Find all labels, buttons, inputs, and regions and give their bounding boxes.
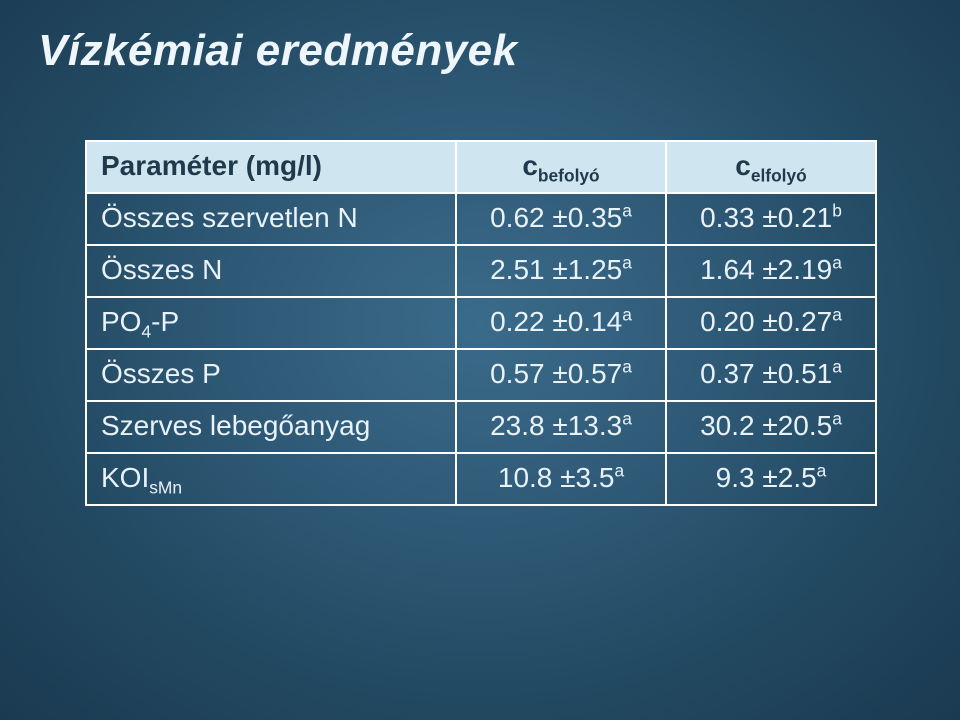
table-row: PO4-P 0.22 ±0.14a 0.20 ±0.27a [86,297,876,349]
table-row: Összes szervetlen N 0.62 ±0.35a 0.33 ±0.… [86,193,876,245]
data-table: Paraméter (mg/l) cbefolyó celfolyó Össze… [85,140,877,506]
table-row: KOIsMn 10.8 ±3.5a 9.3 ±2.5a [86,453,876,505]
cell-param: Összes P [86,349,456,401]
cell-cel: 0.33 ±0.21b [666,193,876,245]
col-header-cbefolyo: cbefolyó [456,141,666,193]
slide-title: Vízkémiai eredmények [38,26,518,76]
cell-param: KOIsMn [86,453,456,505]
cell-param: Összes N [86,245,456,297]
table-header-row: Paraméter (mg/l) cbefolyó celfolyó [86,141,876,193]
cell-cbe: 23.8 ±13.3a [456,401,666,453]
cell-cbe: 2.51 ±1.25a [456,245,666,297]
col-header-celfolyo: celfolyó [666,141,876,193]
cell-cbe: 0.57 ±0.57a [456,349,666,401]
cell-param: Szerves lebegőanyag [86,401,456,453]
cell-cel: 1.64 ±2.19a [666,245,876,297]
table-header: Paraméter (mg/l) cbefolyó celfolyó [86,141,876,193]
cell-cbe: 0.62 ±0.35a [456,193,666,245]
cell-param: PO4-P [86,297,456,349]
data-table-container: Paraméter (mg/l) cbefolyó celfolyó Össze… [85,140,875,506]
table-row: Szerves lebegőanyag 23.8 ±13.3a 30.2 ±20… [86,401,876,453]
table-row: Összes N 2.51 ±1.25a 1.64 ±2.19a [86,245,876,297]
cell-cel: 9.3 ±2.5a [666,453,876,505]
cell-cel: 30.2 ±20.5a [666,401,876,453]
table-row: Összes P 0.57 ±0.57a 0.37 ±0.51a [86,349,876,401]
cell-param: Összes szervetlen N [86,193,456,245]
cell-cel: 0.20 ±0.27a [666,297,876,349]
col-header-parameter: Paraméter (mg/l) [86,141,456,193]
cell-cbe: 10.8 ±3.5a [456,453,666,505]
table-body: Összes szervetlen N 0.62 ±0.35a 0.33 ±0.… [86,193,876,505]
cell-cbe: 0.22 ±0.14a [456,297,666,349]
cell-cel: 0.37 ±0.51a [666,349,876,401]
